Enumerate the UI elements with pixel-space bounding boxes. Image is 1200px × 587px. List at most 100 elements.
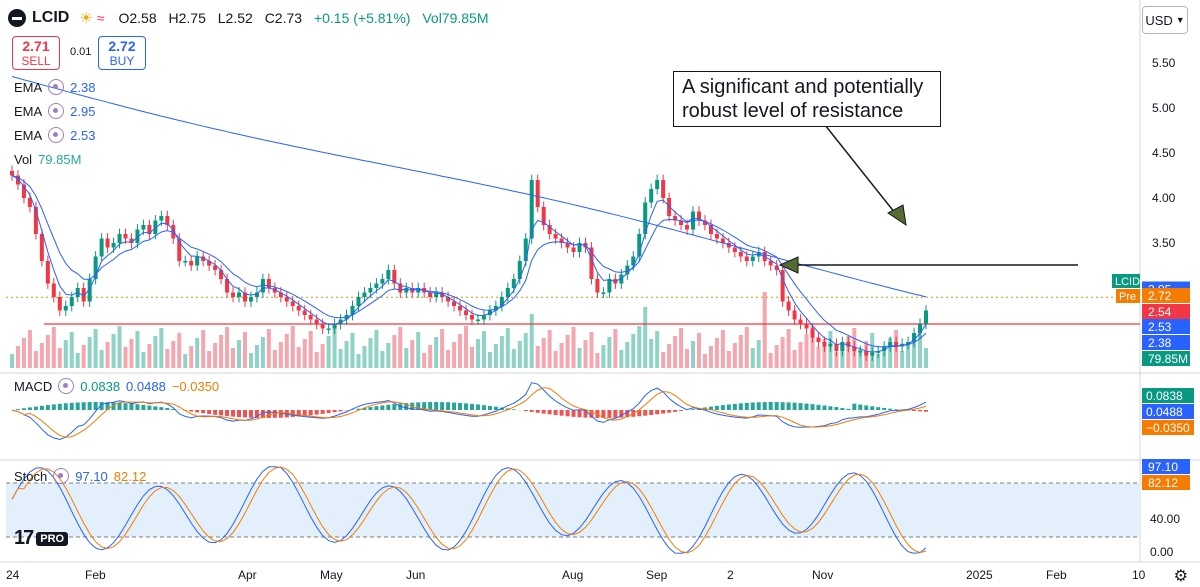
volume-bar xyxy=(493,344,498,368)
volume-bar xyxy=(201,330,206,368)
time-tick-label: 2025 xyxy=(966,568,993,582)
ema-legend-1[interactable]: EMA 2.38 xyxy=(14,79,95,95)
volume-bar xyxy=(577,348,582,368)
macd-hist-bar xyxy=(846,408,851,410)
volume-bar xyxy=(237,340,242,368)
candle-body xyxy=(708,225,713,234)
settings-icon[interactable] xyxy=(48,103,65,119)
macd-hist-bar xyxy=(577,410,582,418)
stoch-legend[interactable]: Stoch 97.10 82.12 xyxy=(14,468,146,484)
sell-button[interactable]: 2.71 SELL xyxy=(12,36,60,70)
volume-bar xyxy=(123,347,128,368)
volume-bar xyxy=(213,343,218,368)
volume-bar xyxy=(780,337,785,368)
macd-hist-bar xyxy=(33,406,38,410)
volume-bar xyxy=(523,333,528,368)
candle-body xyxy=(798,319,803,324)
macd-hist-bar xyxy=(213,410,218,415)
volume-bar xyxy=(553,351,558,368)
volume-bar xyxy=(529,314,534,368)
ema-legend-2[interactable]: EMA 2.95 xyxy=(14,103,95,119)
symbol-tag: LCID xyxy=(1115,276,1140,288)
macd-hist-bar xyxy=(661,410,666,414)
macd-hist-bar xyxy=(171,408,176,410)
macd-hist-bar xyxy=(625,410,630,418)
settings-icon[interactable] xyxy=(48,79,65,95)
candle-body xyxy=(27,198,32,207)
settings-icon[interactable] xyxy=(53,468,70,484)
candle-body xyxy=(679,220,684,225)
macd-hist-bar xyxy=(452,402,457,410)
candle-body xyxy=(601,292,606,294)
candle-body xyxy=(105,238,110,248)
macd-hist-bar xyxy=(768,402,773,410)
candle-body xyxy=(553,234,558,239)
macd-label: MACD xyxy=(14,378,53,394)
volume-bar xyxy=(302,339,307,368)
lucid-logo-icon xyxy=(8,9,26,27)
candle-body xyxy=(350,306,355,315)
pro-badge: PRO xyxy=(36,531,69,546)
candle-body xyxy=(195,256,200,266)
candle-body xyxy=(637,234,642,257)
volume-legend-value: 79.85M xyxy=(38,152,82,167)
volume-bar xyxy=(565,335,570,368)
volume-bar xyxy=(338,349,343,368)
candle-body xyxy=(517,261,522,279)
volume-bar xyxy=(816,347,821,368)
tradingview-logo[interactable]: 17 PRO xyxy=(14,527,69,550)
volume-bar xyxy=(595,353,600,368)
time-tick-label: Nov xyxy=(812,568,833,582)
macd-hist-bar xyxy=(529,410,534,412)
macd-hist-value: −0.0350 xyxy=(171,378,220,394)
volume-bar xyxy=(726,351,731,368)
volume-bar xyxy=(404,348,409,368)
macd-hist-bar xyxy=(613,410,618,418)
macd-hist-bar xyxy=(231,410,236,417)
candle-body xyxy=(912,333,917,342)
candle-body xyxy=(577,243,582,252)
candle-body xyxy=(416,288,421,293)
resistance-annotation[interactable]: A significant and potentially robust lev… xyxy=(673,71,941,127)
buy-button[interactable]: 2.72 BUY xyxy=(98,36,146,70)
macd-hist-bar xyxy=(756,402,761,410)
volume-bar xyxy=(685,349,690,368)
ema-legend-3[interactable]: EMA 2.53 xyxy=(14,127,95,143)
ema-slow-line xyxy=(11,76,927,298)
macd-hist-bar xyxy=(810,404,815,410)
chart-settings-icon[interactable]: ⚙ xyxy=(1173,568,1188,585)
macd-hist-bar xyxy=(720,405,725,410)
volume-bar xyxy=(834,352,839,368)
ema-value: 2.95 xyxy=(70,103,96,119)
volume-legend[interactable]: Vol 79.85M xyxy=(14,152,81,167)
price-label-bg xyxy=(1142,304,1190,319)
volume-bar xyxy=(655,331,660,368)
ema-label: EMA xyxy=(14,79,43,95)
candle-body xyxy=(326,328,331,330)
symbol-name[interactable]: LCID xyxy=(32,9,70,26)
candle-body xyxy=(356,297,361,306)
candle-body xyxy=(99,238,104,257)
volume-bar xyxy=(398,327,403,368)
volume-bar xyxy=(308,331,313,368)
volume-bar xyxy=(559,343,564,368)
macd-hist-bar xyxy=(547,410,552,415)
settings-icon[interactable] xyxy=(58,378,75,394)
macd-hist-bar xyxy=(852,403,857,410)
volume-bar xyxy=(906,343,911,368)
volume-bar xyxy=(583,340,588,368)
candle-body xyxy=(774,265,779,270)
volume-bar xyxy=(858,349,863,368)
volume-bar xyxy=(649,339,654,368)
macd-hist-bar xyxy=(541,410,546,414)
volume-bar xyxy=(667,344,672,368)
macd-hist-bar xyxy=(326,410,331,414)
volume-bar xyxy=(183,354,188,368)
macd-legend[interactable]: MACD 0.0838 0.0488 −0.0350 xyxy=(14,378,219,394)
volume-bar xyxy=(750,348,755,368)
settings-icon[interactable] xyxy=(48,127,65,143)
macd-hist-bar xyxy=(565,410,570,417)
currency-selector[interactable]: USD ▼ xyxy=(1142,6,1188,34)
candle-body xyxy=(792,310,797,320)
